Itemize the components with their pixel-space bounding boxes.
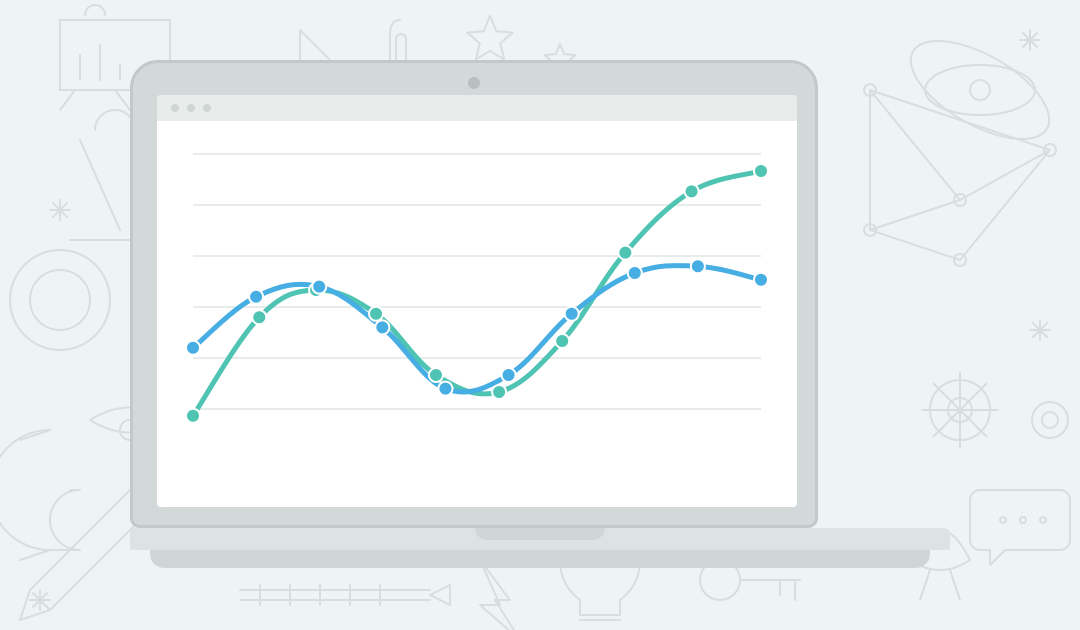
window-titlebar bbox=[157, 95, 797, 121]
chart-marker-series-teal bbox=[252, 310, 266, 324]
chart-marker-series-teal bbox=[685, 184, 699, 198]
chart-marker-series-teal bbox=[429, 368, 443, 382]
webcam-icon bbox=[468, 77, 480, 89]
laptop-screen bbox=[157, 95, 797, 507]
chart-marker-series-blue bbox=[754, 273, 768, 287]
chart-marker-series-blue bbox=[249, 290, 263, 304]
chart-marker-series-blue bbox=[691, 259, 705, 273]
window-control-dot-icon bbox=[187, 104, 195, 112]
laptop-base-top bbox=[130, 528, 950, 550]
chart-marker-series-teal bbox=[492, 385, 506, 399]
chart-area bbox=[157, 121, 797, 507]
chart-marker-series-teal bbox=[186, 409, 200, 423]
chart-marker-series-blue bbox=[375, 320, 389, 334]
chart-line-series-teal bbox=[193, 171, 761, 416]
chart-marker-series-blue bbox=[565, 307, 579, 321]
chart-marker-series-teal bbox=[754, 164, 768, 178]
chart-marker-series-teal bbox=[618, 246, 632, 260]
chart-marker-series-blue bbox=[186, 341, 200, 355]
chart-marker-series-blue bbox=[502, 368, 516, 382]
chart-marker-series-blue bbox=[438, 382, 452, 396]
laptop-body bbox=[130, 60, 818, 528]
laptop-base-bottom bbox=[150, 550, 930, 568]
window-control-dot-icon bbox=[171, 104, 179, 112]
chart-marker-series-blue bbox=[312, 280, 326, 294]
chart-marker-series-teal bbox=[369, 307, 383, 321]
window-control-dot-icon bbox=[203, 104, 211, 112]
laptop-notch bbox=[475, 528, 605, 540]
line-chart bbox=[157, 121, 797, 507]
chart-line-series-blue bbox=[193, 266, 761, 393]
laptop bbox=[130, 60, 950, 568]
chart-marker-series-teal bbox=[555, 334, 569, 348]
chart-marker-series-blue bbox=[628, 266, 642, 280]
stage bbox=[0, 0, 1080, 630]
